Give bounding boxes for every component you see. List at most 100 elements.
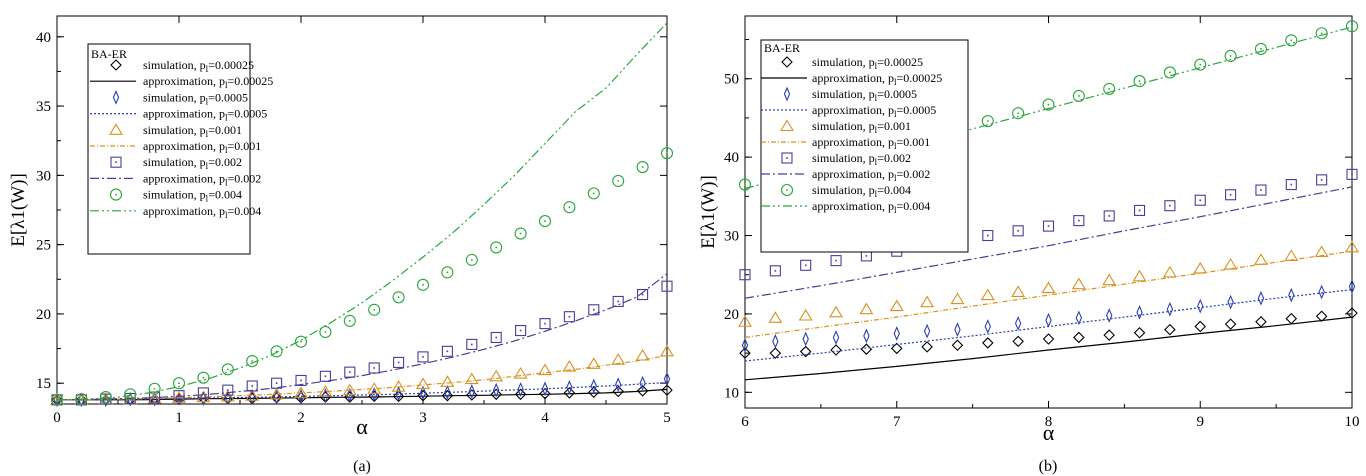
simulation-marker <box>660 147 674 160</box>
y-axis-label: E[λ1(W)] <box>8 173 29 247</box>
simulation-marker-dot <box>1290 39 1293 42</box>
simulation-marker <box>1255 184 1267 196</box>
simulation-marker <box>75 393 88 406</box>
legend-entry-subscript: l <box>894 77 897 87</box>
simulation-marker <box>464 372 479 385</box>
simulation-marker <box>738 178 752 191</box>
x-tick-label: 7 <box>893 414 901 430</box>
simulation-marker <box>295 374 307 386</box>
simulation-marker-box <box>466 338 478 350</box>
legend-box <box>760 39 969 253</box>
simulation-marker <box>741 337 749 353</box>
simulation-marker <box>889 299 904 312</box>
simulation-marker <box>367 382 382 394</box>
series-square <box>51 273 673 406</box>
legend-entry-value: =0.00025 <box>897 71 943 85</box>
simulation-marker-box <box>1042 220 1055 232</box>
simulation-marker-box <box>1164 200 1176 212</box>
simulation-marker-dot <box>1320 32 1323 35</box>
legend-box <box>87 43 251 255</box>
simulation-marker <box>466 338 478 350</box>
simulation-marker <box>1318 284 1325 300</box>
simulation-marker <box>1042 98 1055 111</box>
series-diamond <box>739 307 1358 381</box>
simulation-marker-dot <box>1229 55 1232 57</box>
simulation-marker-dot <box>835 259 837 262</box>
legend-entry-value: =0.001 <box>208 123 242 137</box>
legend-entry-approximation: approximation, pl=0.002 <box>143 171 261 187</box>
simulation-marker <box>1346 307 1358 319</box>
legend-entry-text: simulation, p <box>812 151 875 165</box>
simulation-marker-box <box>173 390 185 402</box>
legend-entry-value: =0.0005 <box>208 90 248 104</box>
legend-entry-subscript: l <box>225 145 228 155</box>
simulation-marker-box <box>197 387 209 399</box>
simulation-marker <box>1316 174 1328 186</box>
simulation-marker <box>1285 312 1298 325</box>
simulation-marker <box>318 384 333 397</box>
legend-entry-simulation: simulation, pl=0.004 <box>143 188 242 204</box>
simulation-marker <box>319 325 332 338</box>
simulation-marker <box>246 380 258 392</box>
panel-label: (b) <box>1039 458 1058 475</box>
simulation-marker <box>860 343 873 355</box>
simulation-marker-dot <box>617 180 620 182</box>
simulation-marker <box>921 341 933 353</box>
simulation-marker <box>417 389 429 402</box>
simulation-marker-ring <box>563 201 576 214</box>
simulation-marker-box <box>441 345 453 357</box>
simulation-marker-dot <box>987 234 989 237</box>
legend-entry-simulation: simulation, pl=0.001 <box>143 123 242 139</box>
simulation-marker <box>980 288 995 301</box>
legend-entry-subscript: l <box>206 129 209 139</box>
simulation-marker <box>1346 168 1358 180</box>
simulation-marker-dot <box>1077 95 1080 97</box>
simulation-marker-box <box>319 370 331 382</box>
simulation-marker-dot <box>666 285 668 288</box>
simulation-marker <box>1255 315 1267 328</box>
simulation-marker <box>147 391 162 404</box>
simulation-marker <box>346 387 353 403</box>
approximation-line <box>56 22 668 401</box>
simulation-marker-dot <box>129 393 132 396</box>
approximation-line <box>744 186 1353 299</box>
simulation-marker <box>1288 287 1295 303</box>
simulation-marker-dot <box>865 255 868 257</box>
y-tick-label: 40 <box>36 30 51 46</box>
simulation-marker-box <box>417 351 429 363</box>
simulation-marker-box <box>1103 210 1115 222</box>
legend-marker-dot <box>786 157 788 159</box>
simulation-marker <box>1106 308 1113 323</box>
legend-entry-value: =0.001 <box>877 119 911 133</box>
simulation-marker <box>270 345 283 358</box>
legend-entry-text: simulation, p <box>143 188 206 202</box>
simulation-marker <box>1014 315 1022 331</box>
legend-entry-text: simulation, p <box>143 90 206 104</box>
simulation-marker-ring <box>514 227 527 240</box>
simulation-marker <box>468 384 475 399</box>
approximation-line <box>744 316 1353 381</box>
legend-entry-value: =0.002 <box>897 167 931 181</box>
simulation-marker-ring <box>1285 34 1298 47</box>
simulation-marker-ring <box>465 253 478 266</box>
simulation-marker <box>343 314 356 327</box>
legend-entry-text: approximation, p <box>812 167 894 181</box>
simulation-marker-dot <box>373 308 376 311</box>
simulation-marker <box>419 385 427 401</box>
legend-marker-ring <box>109 188 123 201</box>
legend-entry-text: approximation, p <box>812 103 894 117</box>
legend-entry-approximation: approximation, pl=0.0005 <box>143 107 267 123</box>
simulation-marker <box>863 328 870 344</box>
simulation-marker-dot <box>251 360 254 362</box>
legend-entry-approximation: approximation, pl=0.002 <box>812 167 930 183</box>
simulation-marker <box>297 388 305 404</box>
simulation-marker-box <box>271 377 283 389</box>
legend-entry-subscript: l <box>875 125 878 135</box>
simulation-marker-ring <box>1224 49 1237 63</box>
simulation-marker <box>1103 329 1115 341</box>
legend-marker-box <box>110 156 122 168</box>
simulation-marker <box>371 386 378 402</box>
simulation-marker-box <box>1073 215 1085 227</box>
simulation-marker-ring <box>368 303 381 316</box>
